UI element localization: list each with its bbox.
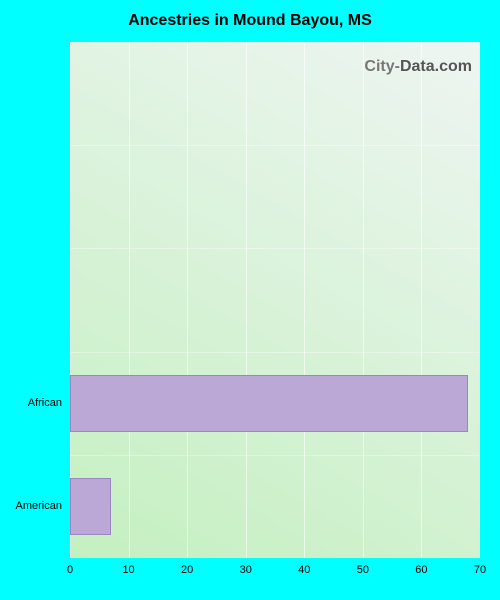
x-tick-label: 60 [415, 564, 427, 576]
row-divider [70, 248, 480, 249]
plot-area [70, 42, 480, 558]
x-tick-label: 40 [298, 564, 310, 576]
grid-line [187, 42, 188, 558]
grid-line [246, 42, 247, 558]
y-tick-label: American [0, 500, 62, 512]
x-tick-label: 70 [474, 564, 486, 576]
x-tick-label: 10 [122, 564, 134, 576]
x-tick-label: 30 [240, 564, 252, 576]
chart-title: Ancestries in Mound Bayou, MS [0, 12, 500, 30]
grid-line [129, 42, 130, 558]
page-root: Ancestries in Mound Bayou, MS City-Data.… [0, 0, 500, 600]
bar [70, 478, 111, 535]
x-tick-label: 20 [181, 564, 193, 576]
grid-line [304, 42, 305, 558]
row-divider [70, 455, 480, 456]
row-divider [70, 145, 480, 146]
bar [70, 375, 468, 432]
x-tick-label: 50 [357, 564, 369, 576]
row-divider [70, 352, 480, 353]
grid-line [363, 42, 364, 558]
x-tick-label: 0 [67, 564, 73, 576]
grid-line [421, 42, 422, 558]
y-tick-label: African [0, 397, 62, 409]
